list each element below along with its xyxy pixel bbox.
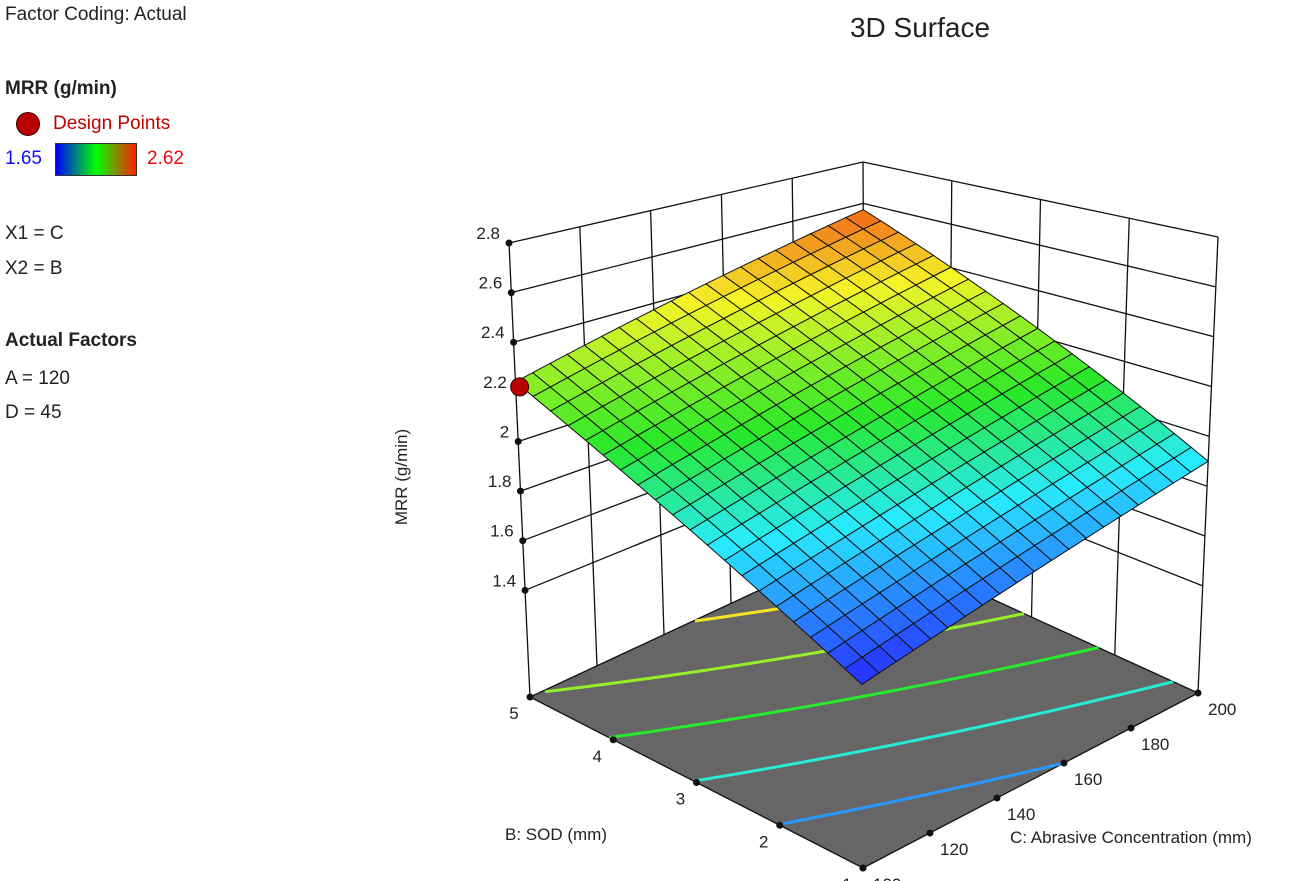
y-axis-label: B: SOD (mm)	[505, 825, 607, 844]
x-tick-mark	[859, 864, 867, 872]
y-tick-label: 1	[842, 875, 851, 881]
floor-contour-line	[545, 612, 1025, 694]
right-vertical-edge	[1197, 236, 1219, 694]
x1-mapping: X1 = C	[5, 223, 64, 244]
back-wall-gridline	[508, 161, 864, 244]
z-tick-mark	[516, 487, 524, 495]
z-tick-mark	[519, 537, 527, 545]
y-tick-mark	[693, 779, 700, 786]
z-axis-line	[508, 242, 531, 698]
factor-a-value: A = 120	[5, 368, 70, 389]
z-tick-label: 1.8	[488, 472, 512, 491]
chart-title: 3D Surface	[849, 12, 991, 43]
x-tick-label: 140	[1007, 805, 1035, 824]
y-tick-label: 2	[759, 832, 768, 851]
response-title: MRR (g/min)	[5, 78, 117, 99]
side-wall-gridline	[862, 161, 1219, 238]
x-tick-label: 100	[873, 875, 901, 881]
z-tick-mark	[510, 338, 518, 346]
actual-factors-title: Actual Factors	[5, 330, 137, 351]
x-tick-mark	[1060, 759, 1068, 767]
z-tick-label: 1.4	[492, 571, 516, 590]
x2-mapping: X2 = B	[5, 258, 63, 279]
x-tick-label: 120	[940, 840, 968, 859]
legend-max-value: 2.62	[147, 148, 184, 169]
z-tick-label: 2.8	[476, 224, 500, 243]
z-tick-label: 2.2	[483, 373, 507, 392]
x-tick-mark	[1194, 689, 1202, 697]
x-tick-mark	[993, 794, 1001, 802]
y-tick-mark	[526, 693, 534, 701]
factor-coding-label: Factor Coding: Actual	[5, 4, 187, 25]
y-tick-mark	[776, 821, 784, 829]
y-tick-label: 5	[509, 704, 518, 723]
x-tick-label: 180	[1141, 735, 1169, 754]
x-tick-label: 200	[1208, 700, 1236, 719]
side-wall-gridline	[863, 202, 1216, 288]
z-tick-label: 2	[500, 422, 509, 441]
z-tick-label: 1.6	[490, 522, 514, 541]
color-scale-bar	[55, 143, 137, 176]
y-tick-mark	[609, 736, 617, 744]
z-tick-mark	[521, 586, 529, 594]
z-tick-mark	[507, 289, 515, 297]
x-axis-label: C: Abrasive Concentration (mm)	[1010, 828, 1252, 847]
floor-contour-line	[693, 680, 1174, 783]
x-tick-mark	[1127, 724, 1135, 732]
floor-contour-line	[778, 761, 1065, 826]
design-point-legend-marker	[16, 112, 40, 136]
factor-d-value: D = 45	[5, 402, 62, 423]
legend-min-value: 1.65	[5, 148, 42, 169]
back-wall-gridline	[511, 202, 864, 294]
z-tick-label: 2.4	[481, 323, 505, 342]
z-tick-mark	[505, 239, 513, 247]
y-tick-label: 4	[593, 747, 602, 766]
z-tick-label: 2.6	[479, 274, 503, 293]
floor-contour-line	[608, 646, 1099, 740]
design-point-marker	[510, 377, 530, 397]
design-points-legend-label: Design Points	[53, 113, 171, 134]
y-tick-label: 3	[676, 790, 685, 809]
back-wall-gridline	[579, 226, 598, 666]
x-tick-mark	[926, 829, 934, 837]
surface-cell	[844, 656, 880, 686]
x-tick-label: 160	[1074, 770, 1102, 789]
z-tick-mark	[514, 437, 522, 445]
